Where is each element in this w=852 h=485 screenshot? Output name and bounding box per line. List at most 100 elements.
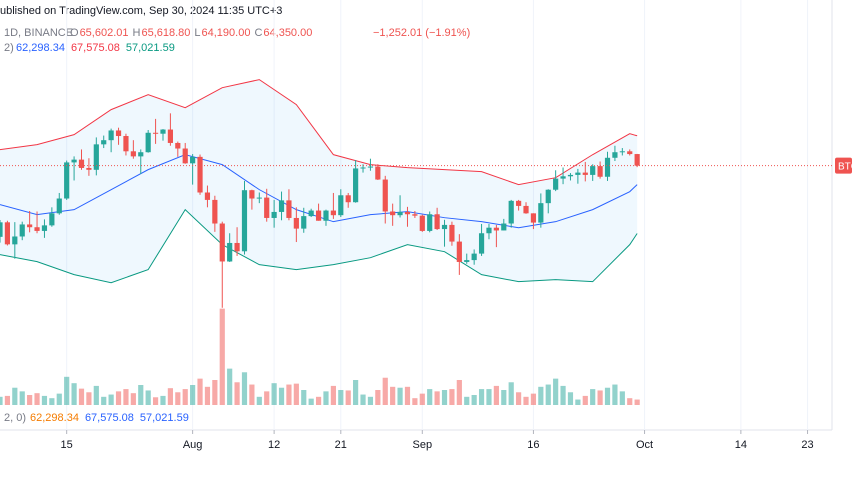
candle-body <box>315 210 322 221</box>
candle-body <box>375 166 381 180</box>
x-tick-label: Oct <box>636 439 653 451</box>
volume-bar <box>308 398 314 405</box>
candle-body <box>353 168 359 203</box>
candle-body <box>323 210 329 221</box>
ohlc-label: L <box>194 27 200 39</box>
candle-body <box>108 130 114 141</box>
volume-bar <box>12 387 18 405</box>
candle-body <box>464 260 470 262</box>
candle-body <box>634 154 640 166</box>
candle-body <box>204 192 211 200</box>
volume-bar <box>138 385 144 405</box>
candle-body <box>619 151 625 153</box>
volume-bar <box>375 390 381 405</box>
volume-bar <box>152 397 159 405</box>
volume-bar <box>353 380 359 405</box>
volume-bar <box>367 396 374 405</box>
volume-bar <box>560 385 566 405</box>
volume-bar <box>123 389 129 405</box>
candle-body <box>152 132 159 134</box>
candle-body <box>241 190 248 252</box>
candle-body <box>345 195 351 203</box>
volume-bar <box>412 398 418 405</box>
volume-bar <box>286 384 292 405</box>
ohlc-value: 64,350.00 <box>263 27 312 39</box>
candle-body <box>123 136 129 152</box>
volume-bar <box>234 382 240 405</box>
candle-body <box>382 179 388 212</box>
volume-bar <box>523 396 529 405</box>
volume-bar <box>567 392 574 405</box>
volume-bar <box>256 396 262 405</box>
volume-bar <box>301 390 307 405</box>
volume-bar <box>619 391 625 405</box>
candle-body <box>390 211 396 216</box>
volume-bar <box>4 395 11 405</box>
volume-bar <box>71 383 77 405</box>
bb-value: 67,575.08 <box>71 42 120 54</box>
volume-bar <box>108 394 114 405</box>
bb-value: 57,021.59 <box>126 42 175 54</box>
x-tick-label: 12 <box>268 439 280 451</box>
candle-body <box>71 159 77 163</box>
volume-bar <box>538 386 544 405</box>
candle-body <box>553 178 559 190</box>
candle-body <box>212 199 218 224</box>
volume-bar <box>197 378 203 405</box>
ohlc-value: 65,618.80 <box>141 27 190 39</box>
x-tick-label: 23 <box>801 439 813 451</box>
candle-body <box>612 152 618 158</box>
x-tick-label: Sep <box>413 439 433 451</box>
volume-bar <box>553 378 559 405</box>
volume-bar <box>434 391 440 405</box>
volume-bar <box>456 380 462 405</box>
x-tick-label: 21 <box>335 439 347 451</box>
volume-bar <box>56 393 62 405</box>
candle-body <box>78 159 85 168</box>
candle-body <box>582 172 588 175</box>
volume-bar <box>345 390 351 405</box>
candle-body <box>478 233 485 254</box>
candle-body <box>19 224 25 237</box>
candle-body <box>516 200 522 206</box>
candle-body <box>427 214 433 231</box>
ohlc-label: C <box>254 27 262 39</box>
candle-body <box>301 216 307 229</box>
candle-body <box>441 224 448 230</box>
volume-bar <box>404 386 411 405</box>
candle-body <box>64 162 70 199</box>
volume-bar <box>212 380 218 405</box>
volume-bar <box>182 389 188 405</box>
candle-body <box>530 213 537 223</box>
band-lower <box>0 208 638 284</box>
candle-body <box>0 222 3 237</box>
candle-body <box>575 172 581 175</box>
volume-bar <box>634 399 640 405</box>
candle-body <box>249 190 255 199</box>
volume-bar <box>338 390 344 405</box>
volume-bar <box>508 382 514 405</box>
volume-bar <box>382 377 388 405</box>
vol-value: 67,575.08 <box>85 412 134 424</box>
volume-bar <box>464 396 470 405</box>
volume-bar <box>145 390 151 405</box>
candle-body <box>501 223 507 231</box>
volume-bar <box>449 389 455 405</box>
volume-bar <box>471 395 477 405</box>
volume-bar <box>19 391 25 405</box>
volume-bar <box>241 372 248 405</box>
candle-body <box>545 189 551 204</box>
volume-bar <box>93 385 99 405</box>
volume-bar <box>34 393 40 405</box>
candle-body <box>567 174 574 177</box>
volume-bar <box>293 383 299 405</box>
volume-bar <box>115 391 122 405</box>
candle-body <box>412 214 418 216</box>
candle-body <box>508 200 514 224</box>
volume-bar <box>330 385 336 405</box>
candle-body <box>627 151 633 155</box>
candle-body <box>4 222 11 245</box>
volume-bar <box>271 383 277 405</box>
volume-bar <box>397 387 403 405</box>
